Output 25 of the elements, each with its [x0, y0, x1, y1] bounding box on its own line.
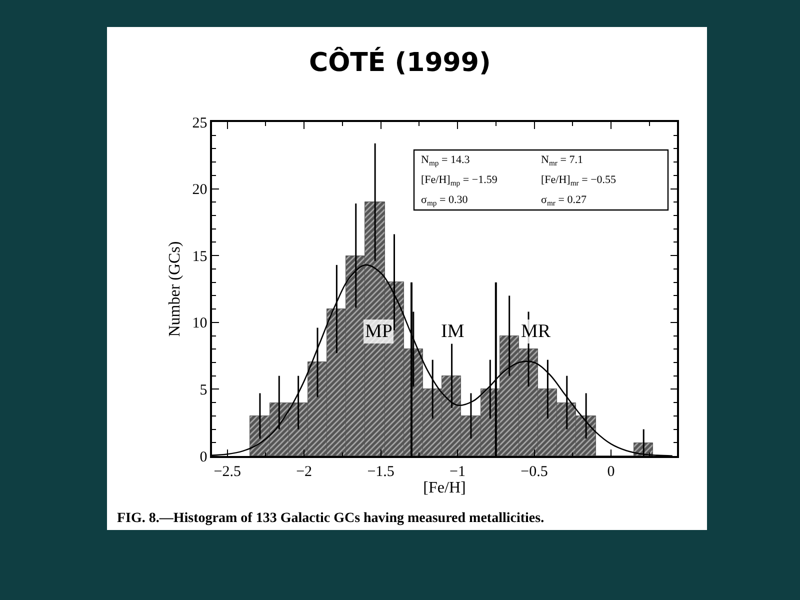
x-tick-label: −2.5	[214, 464, 241, 480]
y-tick-label: 5	[200, 382, 208, 398]
x-tick-label: −2	[296, 464, 312, 480]
chart-title: CÔTÉ (1999)	[309, 46, 491, 78]
annotation: σ$_{mr}$ = 0.27	[541, 194, 587, 208]
x-tick-label: −1	[450, 464, 466, 480]
y-tick-label: 25	[192, 115, 208, 132]
x-tick-label: −0.5	[520, 464, 548, 480]
y-tick-label: 0	[200, 449, 208, 466]
annotation: N$_{mr}$ = 7.1	[541, 154, 583, 168]
annotation: IM	[441, 321, 464, 342]
annotation: N$_{mp}$ = 14.3	[421, 154, 470, 168]
y-tick-label: 20	[192, 182, 208, 198]
x-tick-label: 0	[607, 464, 615, 480]
annotation: MR	[521, 321, 551, 342]
annotation: MP	[365, 321, 392, 342]
caption: FIG. 8.—Histogram of 133 Galactic GCs having measured metallicities.	[117, 511, 544, 526]
y-axis-title: Number (GCs)	[166, 241, 184, 337]
x-tick-label: −1.5	[367, 464, 394, 480]
annotation: σ$_{mp}$ = 0.30	[421, 194, 468, 208]
x-axis-title: [Fe/H]	[423, 480, 466, 497]
annotation: [Fe/H]$_{mr}$ = −0.55	[541, 174, 617, 188]
y-tick-label: 10	[192, 316, 208, 332]
annotation: [Fe/H]$_{mp}$ = −1.59	[421, 174, 498, 188]
y-tick-label: 15	[192, 248, 208, 265]
